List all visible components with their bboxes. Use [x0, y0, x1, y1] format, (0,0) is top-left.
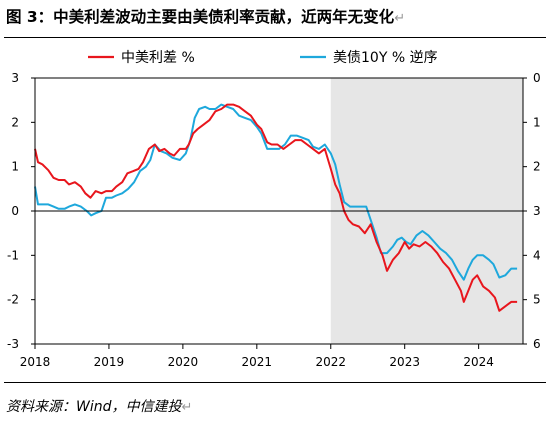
- series-lines: [34, 103, 518, 312]
- series-line-us-yield: [34, 103, 518, 281]
- x-tick-label: 2023: [389, 355, 420, 369]
- y-axis-right: 0 1 2 3 4 5 6: [523, 71, 541, 351]
- x-tick-label: 2021: [242, 355, 273, 369]
- figure-title-text: 图 3：中美利差波动主要由美债利率贡献，近两年无变化: [6, 8, 395, 26]
- x-axis: 2018 2019 2020 2021 2022 2023 2024: [20, 344, 494, 369]
- x-tick-label: 2020: [168, 355, 199, 369]
- x-tick-label: 2022: [315, 355, 346, 369]
- figure-source-text: 资料来源：Wind，中信建投: [6, 399, 182, 415]
- y-right-tick-label: 3: [533, 204, 541, 218]
- title-return-mark-icon: ↵: [394, 11, 406, 26]
- y-left-tick-label: 2: [11, 115, 19, 129]
- figure-source: 资料来源：Wind，中信建投↵: [6, 396, 192, 416]
- y-right-tick-label: 2: [533, 160, 541, 174]
- y-left-tick-label: 0: [11, 204, 19, 218]
- y-axis-left: 3 2 1 0 -1 -2 -3: [7, 71, 35, 351]
- source-return-mark-icon: ↵: [181, 400, 193, 415]
- y-right-tick-label: 4: [533, 248, 541, 262]
- y-left-tick-label: -1: [7, 248, 19, 262]
- title-rule: [4, 37, 546, 38]
- legend-label-spread: 中美利差 %: [121, 50, 195, 66]
- series-line-spread: [34, 103, 518, 312]
- y-right-tick-label: 1: [533, 115, 541, 129]
- y-left-tick-label: -2: [7, 293, 19, 307]
- y-right-tick-label: 6: [533, 337, 541, 351]
- legend-label-us-yield: 美债10Y % 逆序: [333, 50, 438, 66]
- y-right-tick-label: 0: [533, 71, 541, 85]
- y-left-tick-label: -3: [7, 337, 19, 351]
- figure-title: 图 3：中美利差波动主要由美债利率贡献，近两年无变化↵: [6, 5, 546, 27]
- legend: 中美利差 % 美债10Y % 逆序: [88, 50, 438, 66]
- y-left-tick-label: 3: [11, 71, 19, 85]
- x-tick-label: 2024: [463, 355, 494, 369]
- y-left-tick-label: 1: [11, 160, 19, 174]
- y-right-tick-label: 5: [533, 293, 541, 307]
- x-tick-label: 2018: [20, 355, 51, 369]
- source-rule: [4, 382, 546, 383]
- x-tick-label: 2019: [94, 355, 125, 369]
